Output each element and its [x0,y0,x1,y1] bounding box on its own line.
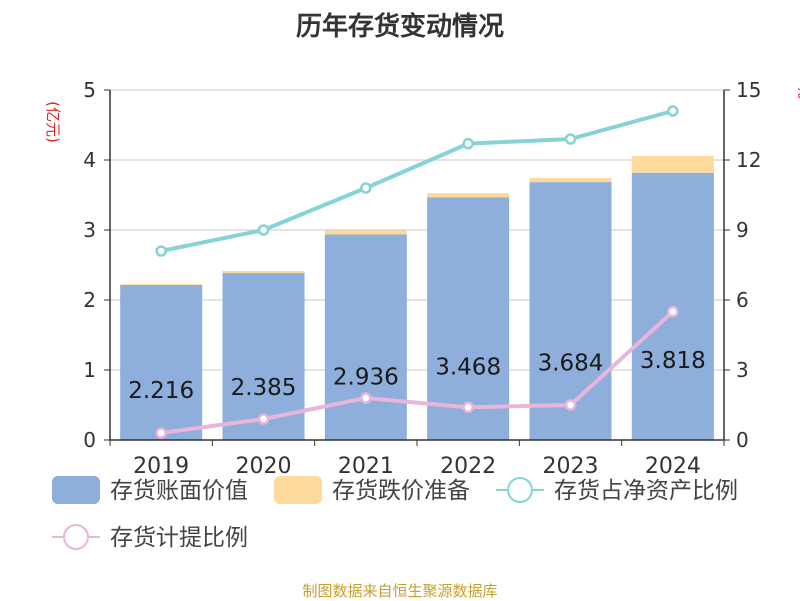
x-tick-label: 2024 [645,454,701,479]
legend-swatch [274,476,322,504]
line-point [462,137,474,150]
bar-inventory-book-value [427,197,510,440]
bar-value-label: 2.385 [231,375,297,401]
left-tick-label: 5 [83,78,96,102]
x-tick-label: 2022 [440,454,496,479]
x-tick-label: 2021 [338,454,394,479]
legend-swatch-marker [507,477,533,503]
bar-inventory-impairment [427,193,510,198]
bar-inventory-impairment [529,177,612,183]
bar-value-label: 3.818 [640,348,706,374]
line-impairment-ratio [160,310,675,435]
bar-value-label: 2.936 [333,365,399,391]
bar-inventory-impairment [120,284,203,285]
right-tick-label: 6 [736,288,749,312]
line-point [155,427,167,439]
right-tick-label: 3 [736,358,749,382]
right-axis-unit: % [794,85,800,99]
legend-swatch-marker [63,524,89,550]
line-point [564,133,577,145]
bar-value-label: 3.468 [435,354,501,380]
line-point [257,413,270,425]
line-point [564,399,577,411]
line-point [667,105,679,117]
left-tick-label: 1 [83,358,96,382]
legend-swatch [52,476,100,504]
line-point [360,392,372,404]
right-tick-label: 15 [736,78,761,102]
line-point [360,182,372,194]
line-point [667,305,679,318]
data-source-note: 制图数据来自恒生聚源数据库 [302,582,498,600]
right-tick-label: 9 [736,218,749,242]
x-tick-label: 2023 [543,454,599,479]
left-tick-label: 0 [83,428,96,452]
legend-label: 存货占净资产比例 [554,478,738,504]
right-tick-label: 0 [736,428,749,452]
x-tick-label: 2019 [133,454,189,479]
chart-title: 历年存货变动情况 [295,12,504,42]
left-tick-label: 4 [83,148,96,172]
line-point [462,401,474,414]
legend-label: 存货计提比例 [110,525,248,551]
line-point [257,224,270,236]
legend-label: 存货跌价准备 [332,478,470,504]
left-tick-label: 2 [83,288,96,312]
bar-inventory-impairment [324,230,407,235]
bar-inventory-book-value [529,182,612,440]
left-axis-unit: (亿元) [44,101,62,143]
legend-label: 存货账面价值 [110,478,248,504]
bar-inventory-book-value [120,284,203,440]
right-tick-label: 12 [736,148,761,172]
line-point [155,245,167,257]
bar-inventory-impairment [631,155,714,173]
x-tick-label: 2020 [236,454,292,479]
bar-value-label: 2.216 [128,378,194,404]
bar-inventory-impairment [222,270,305,274]
left-tick-label: 3 [83,218,96,242]
line-inventory-to-net-assets [160,109,674,253]
bar-inventory-book-value [324,234,407,440]
bar-value-label: 3.684 [538,350,604,376]
